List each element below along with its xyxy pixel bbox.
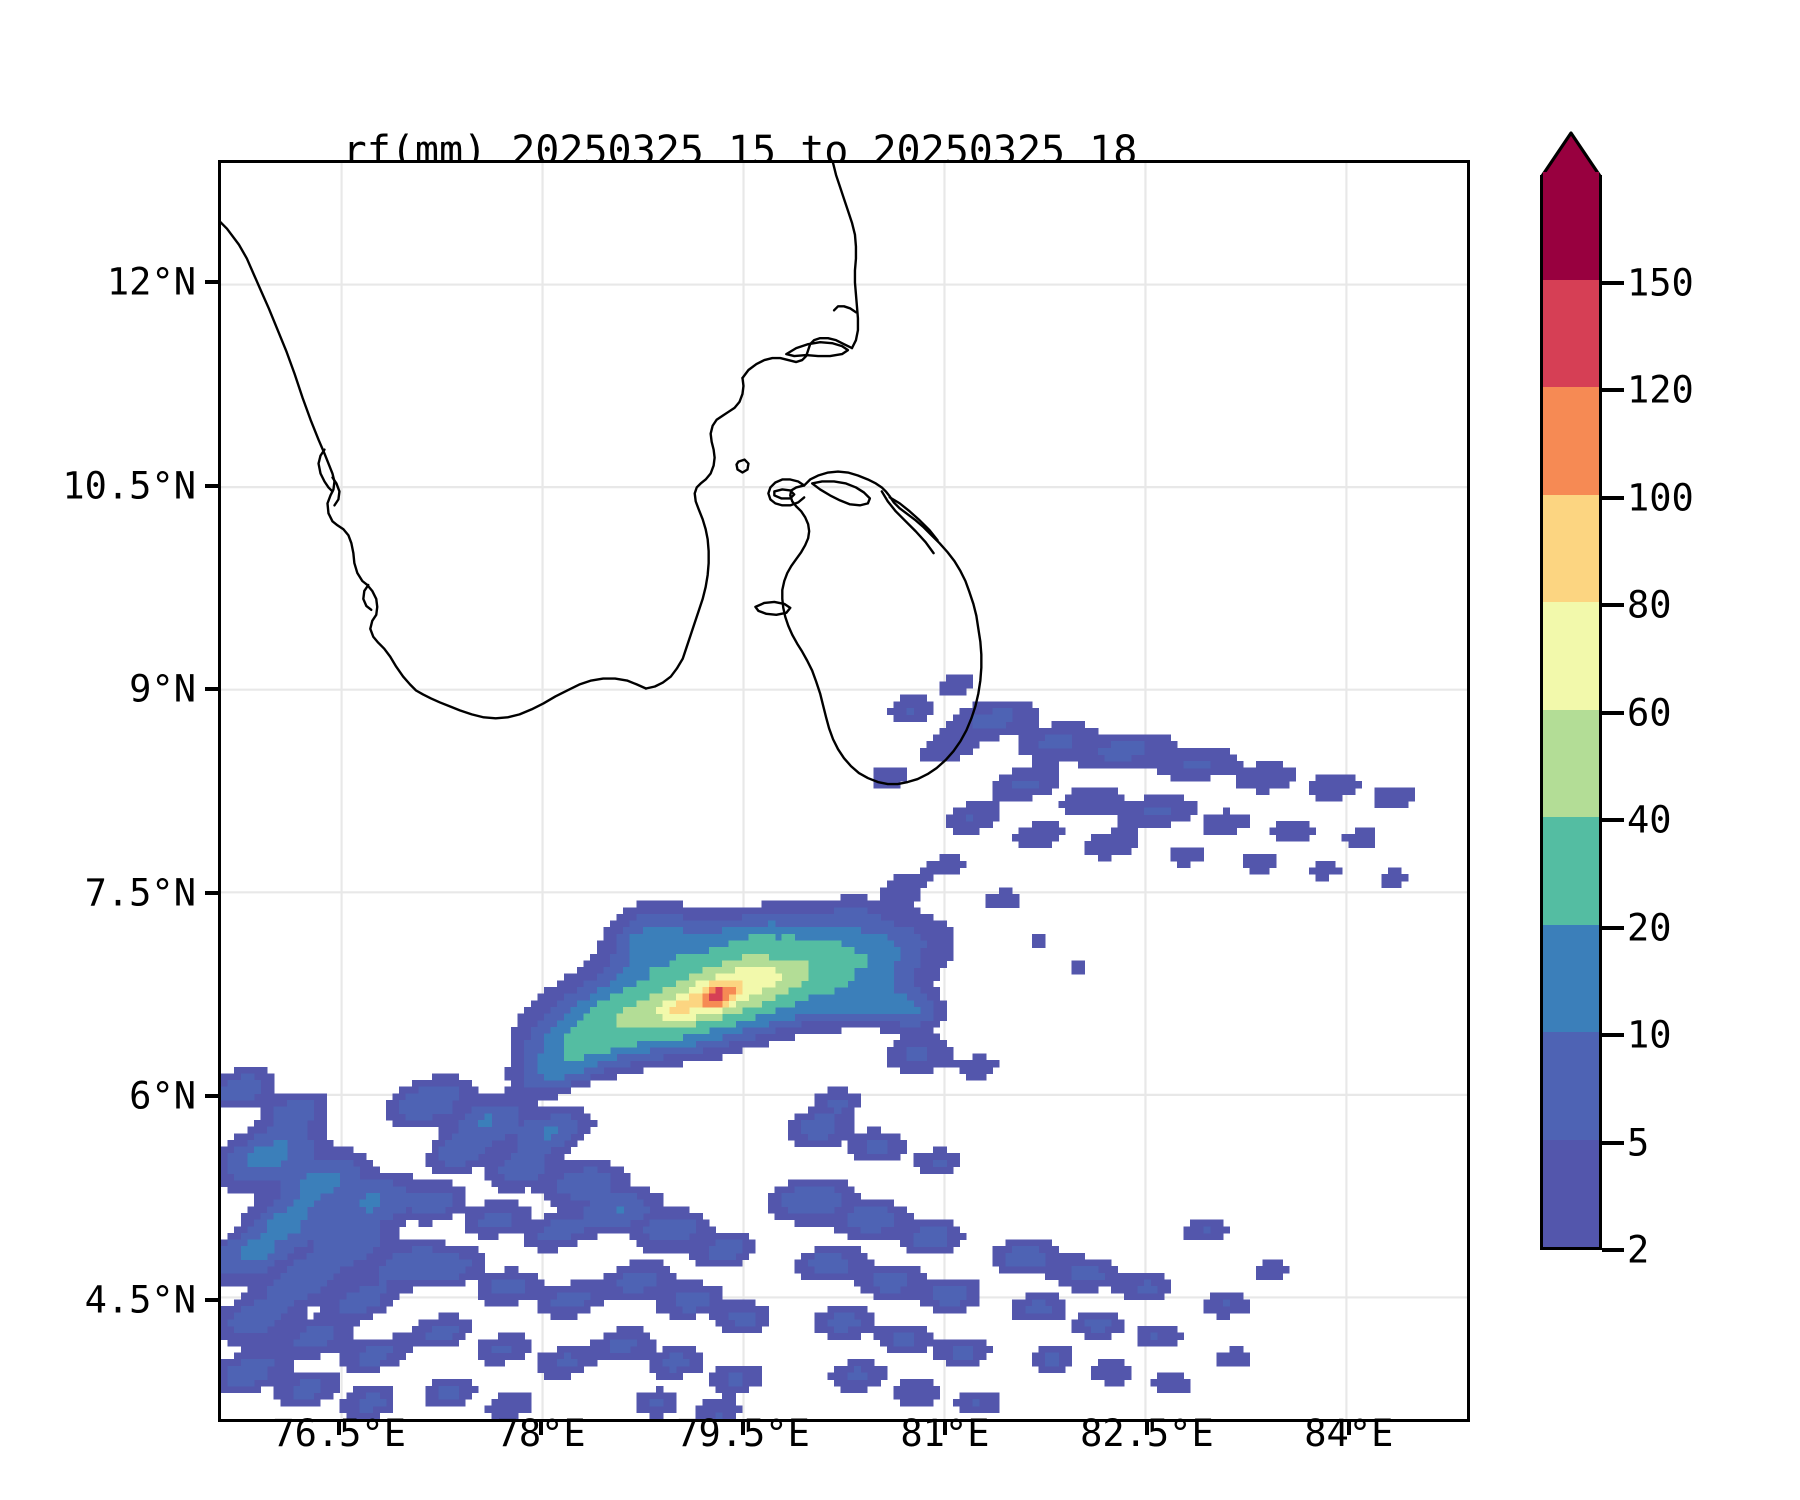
pulicat-detail xyxy=(832,305,858,314)
x-axis-tick-mark xyxy=(741,1422,746,1435)
colorbar-tick-mark xyxy=(1602,818,1624,822)
jaffna-lagoon xyxy=(810,480,872,507)
colorbar-tick-label: 60 xyxy=(1627,691,1672,734)
colorbar-band xyxy=(1543,817,1599,925)
colorbar-tick-label: 120 xyxy=(1627,368,1694,412)
colorbar-band xyxy=(1543,1139,1599,1247)
colorbar-tick-label: 2 xyxy=(1627,1228,1650,1272)
palk-bay-coast xyxy=(741,336,854,380)
y-axis-tick-mark xyxy=(205,1297,218,1302)
map-plot-area[interactable] xyxy=(218,160,1470,1422)
rainfall-band-2 xyxy=(221,674,1415,1419)
colorbar-band xyxy=(1543,387,1599,495)
map-canvas xyxy=(221,163,1467,1419)
y-axis-tick-label: 6°N xyxy=(129,1074,196,1118)
kerala-inlet-detail xyxy=(331,476,341,507)
y-axis-tick-mark xyxy=(205,890,218,895)
y-axis-tick-mark xyxy=(205,1094,218,1099)
jaffna-peninsula xyxy=(767,478,806,507)
colorbar-band xyxy=(1543,602,1599,710)
colorbar-tick-mark xyxy=(1602,1248,1624,1252)
colorbar-tick-label: 150 xyxy=(1627,261,1694,304)
sri-lanka-ne-lagoon xyxy=(888,496,939,542)
india-east-coast-north xyxy=(831,163,860,350)
y-axis-tick-label: 9°N xyxy=(129,667,196,711)
colorbar-band xyxy=(1543,709,1599,817)
colorbar-band xyxy=(1543,172,1599,280)
y-axis-tick-label: 12°N xyxy=(106,260,196,304)
y-axis-tick-label: 4.5°N xyxy=(84,1278,196,1322)
colorbar-tick-mark xyxy=(1602,495,1624,500)
colorbar-tick-label: 5 xyxy=(1627,1121,1650,1164)
coast-notch-1 xyxy=(362,583,373,612)
colorbar-band xyxy=(1543,279,1599,387)
y-axis-tick-label: 7.5°N xyxy=(84,871,196,915)
rainfall-contour-layer xyxy=(221,674,1415,1419)
colorbar-tick-mark xyxy=(1602,1140,1624,1145)
colorbar-tick-mark xyxy=(1602,925,1624,930)
mannar-island xyxy=(754,600,792,617)
colorbar-tick-mark xyxy=(1602,603,1624,607)
x-axis-tick-mark xyxy=(539,1422,544,1435)
x-axis-tick-mark xyxy=(942,1422,947,1435)
colorbar-tick-mark xyxy=(1602,1033,1624,1037)
y-axis-tick-label: 10.5°N xyxy=(62,464,196,508)
colorbar-tick-mark xyxy=(1602,388,1624,392)
colorbar-tick-label: 80 xyxy=(1627,583,1672,627)
rainfall-band-120 xyxy=(708,987,723,1001)
colorbar-band xyxy=(1543,924,1599,1032)
colorbar-tick-label: 100 xyxy=(1627,476,1694,519)
kerala-backwater-detail xyxy=(317,448,334,493)
sri-lanka-ne-detail xyxy=(880,490,935,555)
y-axis-tick-mark xyxy=(205,687,218,692)
adams-bridge-shoal xyxy=(785,340,850,358)
colorbar-tick-mark xyxy=(1602,280,1624,285)
colorbar[interactable] xyxy=(1540,172,1602,1250)
colorbar-tick-label: 10 xyxy=(1627,1013,1672,1057)
colorbar-band xyxy=(1543,494,1599,602)
colorbar-tick-label: 40 xyxy=(1627,798,1672,842)
colorbar-band xyxy=(1543,1032,1599,1140)
x-axis-tick-mark xyxy=(1144,1422,1149,1435)
x-axis-tick-mark xyxy=(337,1422,342,1435)
colorbar-tick-mark xyxy=(1602,710,1624,715)
jaffna-islands xyxy=(773,488,796,500)
y-axis-labels: 4.5°N 6°N 7.5°N 9°N 10.5°N 12°N xyxy=(0,0,200,1500)
x-axis-tick-mark xyxy=(1346,1422,1351,1435)
colorbar-tick-label: 20 xyxy=(1627,906,1672,949)
small-island-1 xyxy=(735,458,750,474)
india-east-coast-south xyxy=(644,376,745,690)
colorbar-extend-arrow xyxy=(1540,131,1602,178)
coastline-layer xyxy=(221,163,983,786)
sri-lanka-coastline xyxy=(781,470,983,786)
y-axis-tick-mark xyxy=(205,280,218,285)
india-west-coast xyxy=(221,221,648,720)
y-axis-tick-mark xyxy=(205,483,218,488)
